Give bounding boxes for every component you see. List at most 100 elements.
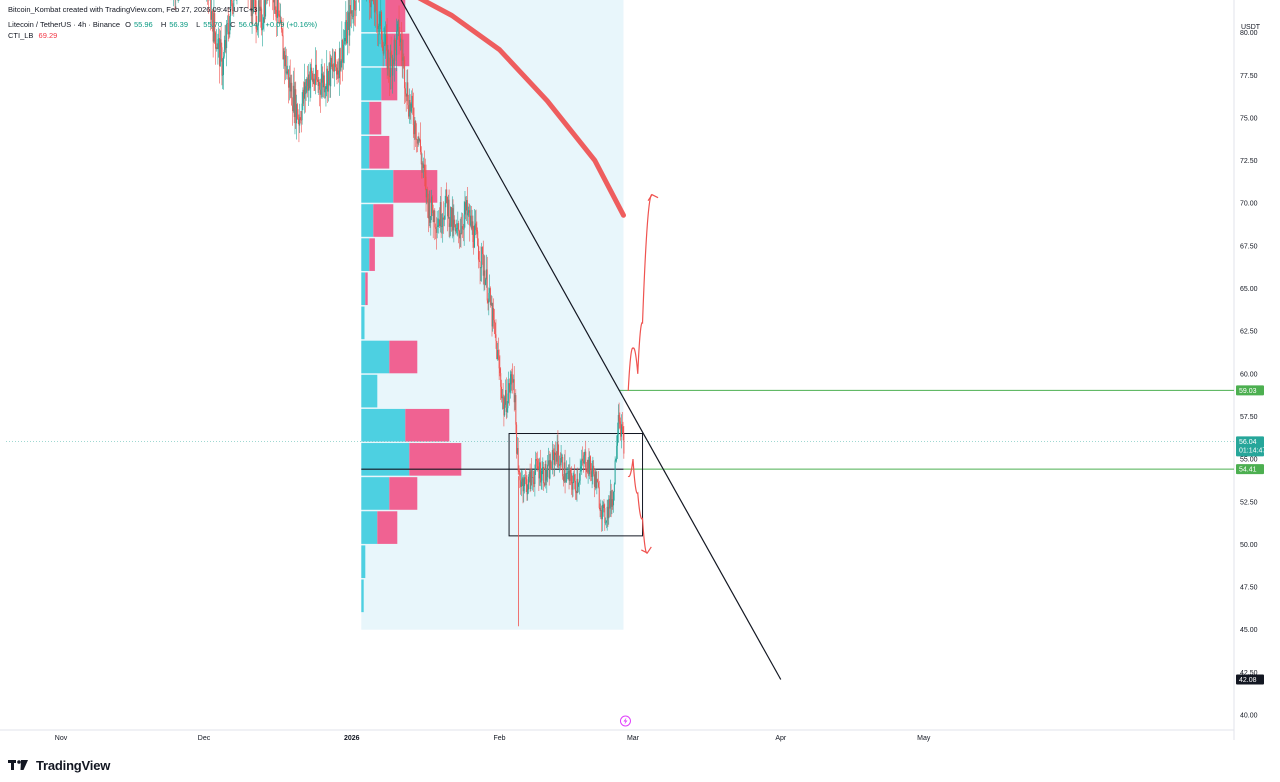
candle-body	[542, 466, 544, 471]
candle-body	[222, 56, 224, 75]
candle-body	[311, 67, 313, 74]
candle-body	[317, 79, 319, 86]
candle-body	[568, 470, 570, 481]
candle-body	[397, 20, 399, 25]
candle-body	[265, 0, 267, 17]
candle-body	[427, 202, 429, 219]
candle-body	[421, 163, 423, 165]
candle-body	[575, 491, 577, 494]
candle-body	[517, 448, 519, 472]
candle-body	[406, 82, 408, 97]
candle-body	[228, 31, 230, 35]
candle-body	[335, 66, 337, 68]
candle-body	[587, 459, 589, 472]
brand-name: TradingView	[36, 757, 111, 773]
volume-profile-bar-up	[361, 170, 394, 203]
candle-body	[459, 233, 461, 239]
candle-body	[532, 477, 534, 483]
time-axis-label: Nov	[55, 735, 68, 742]
candle-body	[431, 196, 433, 214]
candle-body	[311, 73, 313, 82]
candle-body	[570, 469, 572, 474]
candle-body	[351, 10, 353, 17]
candle-body	[416, 138, 418, 140]
candle-body	[295, 89, 297, 124]
candle-body	[551, 450, 553, 469]
candle-body	[349, 5, 351, 36]
time-axis-label: 2026	[344, 735, 360, 742]
candle-body	[376, 0, 378, 15]
candle-body	[479, 261, 481, 268]
indicator-legend[interactable]: CTI_LB 69.29	[8, 31, 60, 40]
candle-body	[218, 38, 220, 40]
candle-body	[305, 86, 307, 95]
candle-body	[301, 103, 303, 121]
candle-body	[412, 107, 414, 126]
candle-body	[608, 498, 610, 519]
candle-body	[276, 0, 278, 18]
candle-body	[428, 198, 430, 219]
candle-body	[331, 57, 333, 67]
candle-body	[534, 471, 536, 484]
candle-body	[309, 79, 311, 89]
candle-body	[347, 12, 349, 22]
candle-body	[325, 86, 327, 90]
candle-body	[292, 85, 294, 112]
candle-body	[572, 482, 574, 490]
candle-body	[302, 89, 304, 104]
candle-body	[603, 504, 605, 509]
candle-body	[472, 221, 474, 243]
candle-body	[475, 223, 477, 230]
candle-body	[212, 23, 214, 42]
candle-body	[465, 202, 467, 211]
candle-body	[393, 39, 395, 65]
candle-body	[400, 38, 402, 43]
candle-body	[292, 105, 294, 112]
candle-body	[336, 67, 338, 75]
indicator-name[interactable]: CTI_LB	[8, 31, 34, 40]
candle-body	[250, 0, 252, 17]
candle-body	[326, 68, 328, 87]
symbol-legend[interactable]: Litecoin / TetherUS · 4h · Binance O 55.9…	[8, 20, 320, 29]
candle-body	[386, 35, 388, 70]
candle-body	[394, 39, 396, 42]
candle-body	[388, 50, 390, 70]
candle-body	[232, 10, 234, 12]
price-axis-badge	[1236, 674, 1264, 685]
moving-average-line	[417, 0, 626, 218]
candle-body	[485, 269, 487, 280]
candle-body	[548, 460, 550, 479]
candle-body	[511, 374, 513, 378]
candle-body	[586, 469, 588, 472]
volume-profile-bar-up	[361, 443, 410, 476]
candle-body	[224, 40, 226, 50]
volume-profile-bar-up	[361, 477, 390, 510]
candle-body	[552, 450, 554, 453]
candle-body	[620, 424, 622, 437]
range-box	[508, 433, 644, 537]
candle-body	[539, 462, 541, 479]
candle-body	[352, 15, 354, 17]
candle-body	[597, 482, 599, 488]
candle-body	[378, 25, 380, 27]
ohlc-open: O 55.96	[125, 20, 153, 29]
candle-body	[609, 491, 611, 509]
candle-body	[214, 13, 216, 33]
candle-body	[330, 57, 332, 87]
projection-up-path	[627, 194, 653, 391]
symbol-name[interactable]: Litecoin / TetherUS · 4h · Binance	[8, 20, 121, 29]
price-axis-badge	[1236, 436, 1264, 457]
candle-body	[294, 89, 296, 117]
candle-body	[392, 59, 394, 65]
candle-body	[564, 462, 566, 482]
candle-body	[610, 491, 612, 507]
candle-body	[230, 0, 232, 1]
candle-body	[503, 397, 505, 416]
candle-body	[332, 64, 334, 71]
candle-body	[226, 23, 228, 25]
candle-body	[382, 46, 384, 54]
volume-profile-bar-down	[389, 477, 418, 510]
candle-body	[290, 82, 292, 92]
candle-body	[307, 78, 309, 91]
